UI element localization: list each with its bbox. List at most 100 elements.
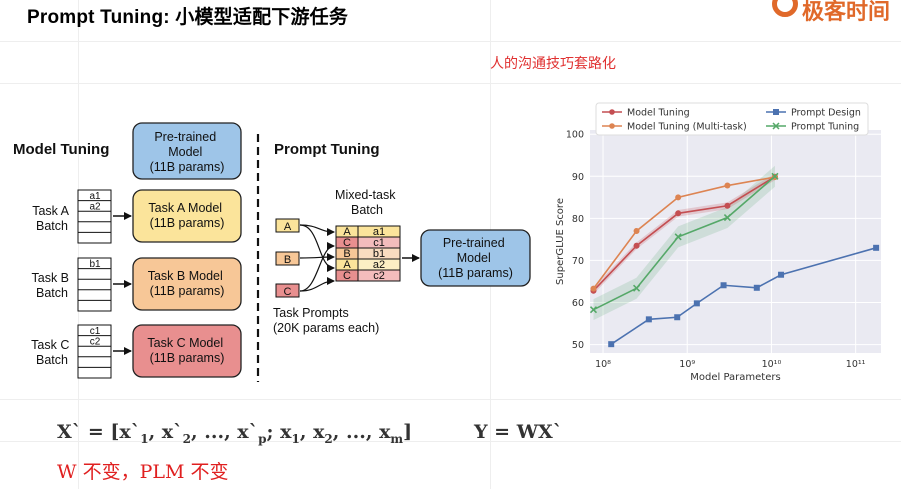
model-tuning-multi-task-point [724,182,731,189]
mixed-row-value: c2 [373,270,385,282]
mixed-row-tag: A [343,226,351,238]
logo-text: 极客时间 [802,0,891,24]
equation-x: X` = [x`1, x`2, ..., x`p; x1, x2, ..., x… [57,421,413,446]
batch-row-b1: b1 [89,259,101,270]
task-c-batch-table: c1 c2 [77,324,112,379]
bg-gridline [0,399,901,400]
equation-y: Y = WX` [474,421,563,443]
task-a-model-box [132,189,242,243]
batch-row-a1: a1 [89,191,101,202]
x-tick-label: 10¹¹ [846,359,866,370]
batch-row-c2: c2 [90,337,101,348]
prompt-design-point [693,300,700,307]
prompt-box-a [275,218,300,233]
batch-row-a2: a2 [89,202,101,213]
plot-area [590,130,881,353]
subtitle-note: 人的沟通技巧套路化 [490,55,616,71]
mixed-row-value: a1 [373,226,385,238]
bg-gridline [0,441,901,442]
mixed-row-tag: A [343,259,351,271]
task-b-model-text: Task B Model (11B params) [148,269,227,298]
y-tick-label: 80 [572,214,584,225]
prompt-label-c: C [284,286,292,298]
model-tuning-multi-task-point [675,194,682,201]
prompt-label-a: A [284,221,292,233]
prompt-design-point [674,314,681,321]
y-axis-label: SuperGLUE Score [555,198,566,285]
legend-marker [773,109,779,115]
task-a-model-text: Task A Model (11B params) [148,201,225,230]
x-tick-label: 10⁸ [595,359,611,370]
pretrained-model-text: Pre-trained Model (11B params) [150,130,225,174]
legend-marker [609,109,615,115]
legend-label: Prompt Design [791,108,861,119]
task-b-batch-label: Task B Batch [32,271,73,300]
model-tuning-point [724,202,731,209]
prompt-tuning-point [771,172,779,180]
task-a-batch-label: Task A Batch [32,204,72,233]
prompt-design-point [778,271,785,278]
chart-legend: Model Tuning Model Tuning (Multi-task) Pro… [595,102,869,136]
prompt-tuning-point [632,284,641,292]
legend-label: Model Tuning [627,108,690,119]
constraint-note: W 不变，PLM 不变 [57,461,229,483]
mixed-row-value: a2 [373,259,385,271]
mixed-task-label: Mixed-task Batch [335,188,399,217]
bg-gridline [0,83,901,84]
model-tuning-point [675,210,682,217]
y-tick-label: 60 [572,298,584,309]
x-tick-label: 10⁹ [679,359,695,370]
bg-gridline [0,41,901,42]
prompt-design-line [610,247,877,345]
legend-label: Model Tuning (Multi-task) [627,122,747,133]
task-a-batch-table: a1 a2 [77,189,112,244]
model-tuning-multi-task-point [590,285,597,292]
model-tuning-header: Model Tuning [13,141,109,158]
brand-logo: 极客时间 [772,0,901,24]
y-tick-label: 70 [572,256,584,267]
pretrained-model-right-text: Pre-trained Model (11B params) [438,236,513,280]
mixed-row-tag: C [343,237,351,249]
task-c-model-box [132,324,242,378]
model-tuning-multi-task-point [633,227,640,234]
prompt-design-point [720,282,727,289]
prompt-design-point [608,341,615,348]
x-tick-label: 10¹⁰ [762,359,782,370]
prompt-box-c [275,283,300,298]
y-tick-label: 50 [572,340,584,351]
prompt-tuning-point [723,213,731,222]
superglue-chart: 50 60 70 80 90 100 10⁸ 10⁹ 10¹⁰ 10¹¹ Model Paramet… [555,102,881,383]
y-tick-label: 100 [566,130,584,141]
task-b-model-box [132,257,242,311]
batch-row-c1: c1 [90,326,101,337]
mixed-batch-table: A a1 C c1 B b1 A a2 C c2 [335,225,401,282]
prompt-tuning-header: Prompt Tuning [274,141,380,158]
x-axis-label: Model Parameters [690,372,780,383]
bg-gridline [78,0,79,489]
logo-icon [772,0,798,17]
prompt-routing-arrows [299,224,335,292]
prompt-design-point [873,244,880,251]
prompt-tuning-band [593,165,775,321]
slide-title: Prompt Tuning: 小模型适配下游任务 [27,7,349,28]
tuning-diagram: Model Tuning Prompt Tuning Pre-trained M… [13,122,531,382]
task-c-model-text: Task C Model (11B params) [147,336,226,365]
mixed-row-value: c1 [373,237,385,249]
mixed-row-tag: B [343,248,350,260]
pretrained-model-box [132,122,242,180]
legend-box [595,102,869,136]
y-tick-label: 90 [572,172,584,183]
prompt-design-point [645,316,652,323]
prompt-box-b [275,251,300,266]
mixed-row-value: b1 [373,248,385,260]
legend-marker [609,123,615,129]
task-c-batch-label: Task C Batch [31,338,73,367]
prompt-tuning-point [674,233,682,241]
mixed-row-tag: C [343,270,351,282]
pretrained-model-right-box [420,229,531,287]
model-tuning-point [633,242,640,249]
task-b-batch-table: b1 [77,257,112,312]
prompt-design-point [753,284,760,291]
legend-marker [772,122,780,130]
prompt-label-b: B [284,254,291,266]
